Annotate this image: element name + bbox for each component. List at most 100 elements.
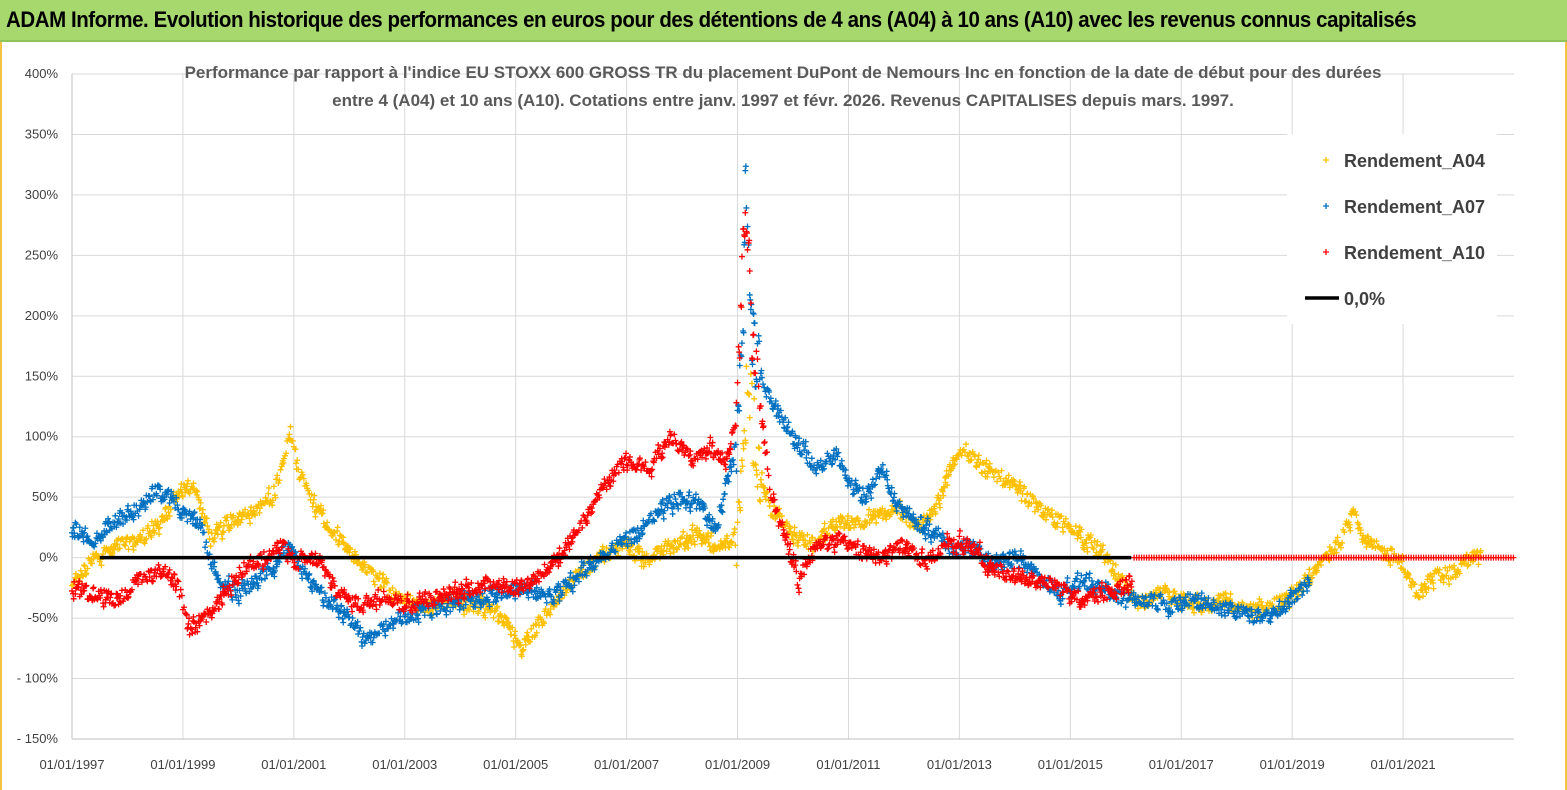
data-point bbox=[994, 478, 1001, 485]
data-point bbox=[678, 438, 685, 445]
data-point bbox=[1057, 601, 1064, 608]
data-point bbox=[340, 619, 347, 626]
data-point bbox=[873, 519, 880, 526]
data-point bbox=[672, 496, 679, 503]
data-point bbox=[861, 523, 868, 530]
data-point bbox=[364, 569, 371, 576]
data-point bbox=[191, 509, 198, 516]
data-point bbox=[583, 572, 590, 579]
data-point bbox=[963, 441, 970, 448]
data-point bbox=[403, 603, 410, 610]
data-point bbox=[146, 574, 153, 581]
data-point bbox=[1186, 602, 1192, 609]
data-point bbox=[727, 440, 734, 447]
data-point bbox=[945, 471, 952, 478]
data-point bbox=[848, 544, 855, 551]
data-point bbox=[202, 544, 209, 551]
data-point bbox=[462, 601, 469, 608]
data-point bbox=[482, 614, 489, 621]
data-point bbox=[211, 559, 218, 566]
data-point bbox=[771, 496, 778, 503]
x-tick-label: 01/01/2007 bbox=[594, 757, 659, 772]
data-point bbox=[120, 598, 127, 605]
data-point bbox=[283, 450, 290, 457]
data-point bbox=[677, 541, 684, 548]
data-point bbox=[712, 528, 719, 535]
data-point bbox=[262, 575, 269, 582]
data-point bbox=[687, 448, 694, 455]
data-point bbox=[728, 457, 735, 464]
data-point bbox=[509, 624, 516, 631]
data-point bbox=[388, 615, 395, 622]
page-title: ADAM Informe. Evolution historique des p… bbox=[6, 7, 1417, 32]
data-point bbox=[225, 578, 232, 585]
data-point bbox=[658, 455, 665, 462]
data-point bbox=[747, 300, 754, 307]
data-point bbox=[706, 511, 713, 518]
data-point bbox=[718, 502, 725, 509]
data-point bbox=[590, 558, 597, 565]
data-point bbox=[375, 586, 382, 593]
data-point bbox=[106, 518, 113, 525]
data-point bbox=[749, 361, 756, 368]
data-point bbox=[817, 457, 824, 464]
data-point bbox=[1163, 600, 1170, 607]
data-point bbox=[798, 451, 805, 458]
data-point bbox=[236, 587, 243, 594]
data-point bbox=[734, 379, 741, 386]
series-a10-zero-band bbox=[1131, 554, 1517, 561]
data-point bbox=[331, 582, 338, 589]
data-point bbox=[134, 575, 141, 582]
data-point bbox=[131, 535, 138, 542]
data-point bbox=[805, 449, 812, 456]
data-point bbox=[69, 587, 75, 594]
data-point bbox=[865, 506, 872, 513]
data-point bbox=[1339, 539, 1346, 546]
data-point bbox=[556, 597, 563, 604]
data-point bbox=[130, 546, 137, 553]
data-point bbox=[352, 600, 359, 607]
data-point bbox=[203, 539, 210, 546]
data-point bbox=[1102, 588, 1109, 595]
data-point bbox=[1314, 567, 1321, 574]
data-point bbox=[944, 482, 951, 489]
data-point bbox=[270, 483, 277, 490]
data-point bbox=[1250, 619, 1257, 626]
data-point bbox=[976, 545, 983, 552]
data-point bbox=[194, 628, 201, 635]
data-point bbox=[493, 597, 500, 604]
data-point bbox=[1113, 596, 1120, 603]
data-point bbox=[865, 483, 872, 490]
data-point bbox=[97, 537, 104, 544]
data-point bbox=[966, 538, 973, 545]
data-point bbox=[856, 484, 863, 491]
data-point bbox=[294, 457, 301, 464]
data-point bbox=[742, 439, 749, 446]
data-point bbox=[125, 502, 132, 509]
data-point bbox=[897, 545, 904, 552]
data-point bbox=[550, 600, 557, 607]
data-point bbox=[884, 476, 891, 483]
data-point bbox=[859, 499, 866, 506]
data-point bbox=[173, 494, 180, 501]
data-point bbox=[452, 579, 459, 586]
data-point bbox=[763, 490, 770, 497]
data-point bbox=[1030, 495, 1037, 502]
data-point bbox=[162, 563, 169, 570]
data-point bbox=[715, 448, 722, 455]
data-point bbox=[808, 463, 815, 470]
data-point bbox=[1198, 590, 1205, 597]
data-point bbox=[169, 492, 176, 499]
data-point bbox=[295, 558, 302, 565]
data-point bbox=[740, 445, 747, 452]
data-point bbox=[950, 536, 957, 543]
data-point bbox=[1295, 585, 1302, 592]
data-point bbox=[787, 540, 794, 547]
data-point bbox=[722, 480, 729, 487]
data-point bbox=[640, 563, 647, 570]
data-point bbox=[623, 461, 630, 468]
data-point bbox=[1060, 589, 1067, 596]
data-point bbox=[243, 568, 250, 575]
data-point bbox=[771, 503, 778, 510]
data-point bbox=[1324, 551, 1331, 558]
